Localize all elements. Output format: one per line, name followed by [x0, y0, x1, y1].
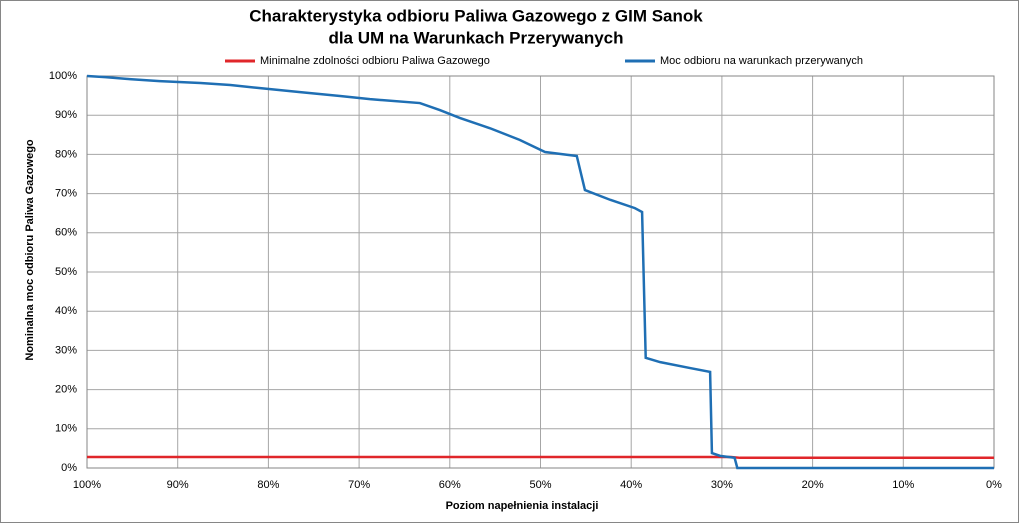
x-tick-label: 50% [529, 479, 551, 491]
chart-title: Charakterystyka odbioru Paliwa Gazowego … [249, 6, 703, 25]
x-tick-label: 20% [802, 479, 824, 491]
x-tick-label: 0% [986, 479, 1002, 491]
x-tick-label: 100% [73, 479, 101, 491]
x-tick-label: 10% [892, 479, 914, 491]
y-tick-label: 50% [55, 266, 77, 278]
series-line [86, 74, 994, 470]
x-tick-label: 90% [167, 479, 189, 491]
y-tick-label: 0% [61, 462, 77, 474]
plot-border [86, 75, 995, 469]
x-axis-label: Poziom napełnienia instalacji [446, 500, 599, 512]
y-tick-label: 30% [55, 344, 77, 356]
y-tick-label: 100% [49, 70, 77, 82]
y-tick-label: 40% [55, 305, 77, 317]
x-tick-label: 30% [711, 479, 733, 491]
y-tick-label: 20% [55, 384, 77, 396]
x-tick-label: 80% [257, 479, 279, 491]
legend-label: Moc odbioru na warunkach przerywanych [660, 55, 863, 67]
y-tick-label: 60% [55, 227, 77, 239]
y-tick-label: 10% [55, 423, 77, 435]
series-line [87, 455, 994, 460]
y-tick-label: 80% [55, 148, 77, 160]
y-tick-label: 90% [55, 109, 77, 121]
x-tick-label: 60% [439, 479, 461, 491]
y-tick-label: 70% [55, 188, 77, 200]
legend-label: Minimalne zdolności odbioru Paliwa Gazow… [260, 55, 490, 67]
chart-title: dla UM na Warunkach Przerywanych [328, 28, 623, 47]
x-tick-label: 40% [620, 479, 642, 491]
y-axis-label: Nominalna moc odbioru Paliwa Gazowego [24, 139, 36, 361]
x-tick-label: 70% [348, 479, 370, 491]
